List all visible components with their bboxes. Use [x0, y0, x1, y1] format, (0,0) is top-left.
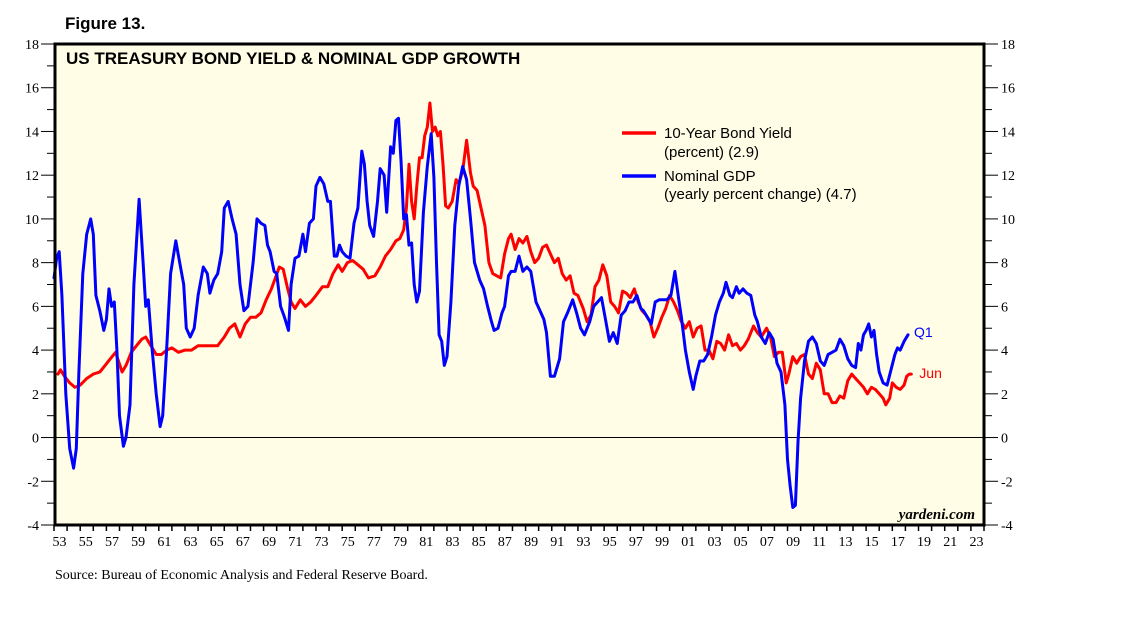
x-tick-label: 63 [184, 535, 198, 550]
x-tick-label: 61 [157, 535, 171, 550]
x-tick-label: 03 [707, 535, 721, 550]
figure-label: Figure 13. [65, 14, 146, 33]
x-tick-label: 59 [131, 535, 145, 550]
x-tick-label: 21 [943, 535, 957, 550]
y-tick-label-right: 6 [1001, 300, 1008, 315]
chart-title: US TREASURY BOND YIELD & NOMINAL GDP GRO… [66, 49, 520, 68]
x-tick-label: 07 [760, 535, 774, 550]
y-tick-label-right: 2 [1001, 388, 1008, 403]
x-tick-label: 23 [969, 535, 983, 550]
x-tick-label: 55 [79, 535, 93, 550]
y-tick-label-right: 16 [1001, 82, 1015, 97]
legend: 10-Year Bond Yield (percent) (2.9) Nomin… [622, 125, 857, 203]
y-tick-label-right: 14 [1001, 125, 1015, 140]
y-tick-label-left: 10 [25, 213, 39, 228]
y-tick-label-right: 12 [1001, 169, 1015, 184]
y-tick-label-right: 18 [1001, 38, 1015, 53]
y-tick-label-left: 14 [25, 125, 39, 140]
x-tick-label: 11 [813, 535, 826, 550]
y-tick-label-left: 16 [25, 82, 39, 97]
x-tick-label: 99 [655, 535, 669, 550]
y-tick-label-right: 4 [1001, 344, 1008, 359]
y-tick-label-right: -4 [1001, 519, 1013, 534]
y-tick-label-left: -4 [27, 519, 39, 534]
y-tick-label-left: 0 [32, 432, 39, 447]
x-tick-label: 19 [917, 535, 931, 550]
y-axis-left: -4 -2 0 2 4 6 8 10 12 14 16 18 [25, 38, 55, 534]
y-tick-label-left: 2 [32, 388, 39, 403]
x-tick-label: 17 [891, 535, 905, 550]
y-tick-label-left: 6 [32, 300, 39, 315]
x-tick-label: 91 [550, 535, 564, 550]
x-tick-label: 01 [681, 535, 695, 550]
x-tick-label: 65 [210, 535, 224, 550]
y-tick-label-right: 8 [1001, 257, 1008, 272]
y-tick-label-left: 8 [32, 257, 39, 272]
x-tick-label: 71 [288, 535, 302, 550]
y-tick-label-right: 0 [1001, 432, 1008, 447]
plot-background [55, 44, 984, 525]
legend-sub-bond-yield: (percent) (2.9) [664, 144, 759, 161]
x-axis: 53 55 57 59 61 63 65 67 69 71 73 75 77 79 81 83 85 87 89 91… [53, 525, 985, 550]
x-tick-label: 15 [865, 535, 879, 550]
y-tick-label-left: 4 [32, 344, 39, 359]
y-tick-label-left: 12 [25, 169, 39, 184]
end-label-bond-yield: Jun [919, 365, 942, 381]
x-tick-label: 77 [367, 535, 381, 550]
y-tick-label-left: 18 [25, 38, 39, 53]
plot-border [53, 42, 986, 527]
x-tick-label: 83 [446, 535, 460, 550]
series-layer [52, 101, 913, 509]
x-tick-label: 85 [472, 535, 486, 550]
source-note: Source: Bureau of Economic Analysis and … [55, 568, 428, 583]
legend-label-bond-yield: 10-Year Bond Yield [664, 125, 792, 142]
x-tick-label: 87 [498, 535, 512, 550]
x-tick-label: 73 [315, 535, 329, 550]
x-tick-label: 67 [236, 535, 250, 550]
x-tick-label: 53 [53, 535, 67, 550]
legend-label-nominal-gdp: Nominal GDP [664, 168, 756, 185]
x-tick-label: 05 [734, 535, 748, 550]
x-tick-label: 69 [262, 535, 276, 550]
x-tick-label: 89 [524, 535, 538, 550]
y-tick-label-right: -2 [1001, 475, 1013, 490]
legend-sub-nominal-gdp: (yearly percent change) (4.7) [664, 186, 857, 203]
series-line-bond-yield [56, 101, 913, 407]
watermark: yardeni.com [897, 507, 975, 523]
x-tick-label: 79 [393, 535, 407, 550]
x-tick-label: 81 [419, 535, 433, 550]
y-tick-label-right: 10 [1001, 213, 1015, 228]
x-tick-label: 95 [603, 535, 617, 550]
x-tick-label: 13 [838, 535, 852, 550]
series-line-nominal-gdp [52, 116, 910, 509]
x-tick-label: 57 [105, 535, 119, 550]
x-tick-label: 93 [576, 535, 590, 550]
x-tick-label: 97 [629, 535, 643, 550]
x-tick-label: 75 [341, 535, 355, 550]
y-axis-right: -4 -2 0 2 4 6 8 10 12 14 16 18 [984, 38, 1015, 534]
x-tick-label: 09 [786, 535, 800, 550]
y-tick-label-left: -2 [27, 475, 39, 490]
end-label-nominal-gdp: Q1 [914, 324, 933, 340]
